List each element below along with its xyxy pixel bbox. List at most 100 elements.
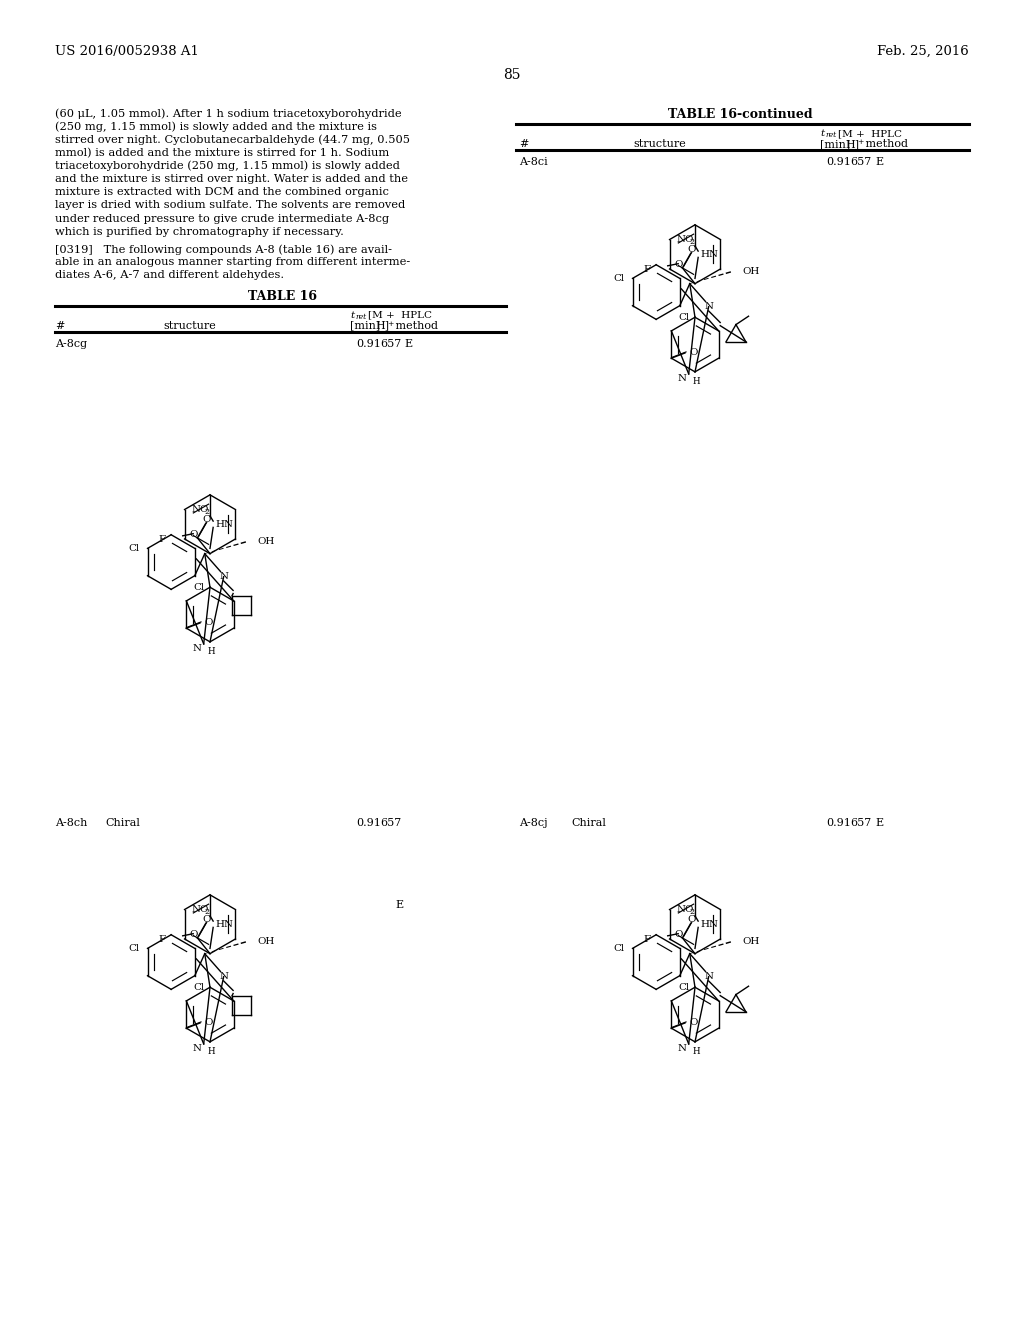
Text: diates A-6, A-7 and different aldehydes.: diates A-6, A-7 and different aldehydes.	[55, 271, 284, 280]
Text: t: t	[820, 129, 824, 139]
Text: NO: NO	[677, 906, 694, 913]
Text: OH: OH	[742, 267, 760, 276]
Text: 0.91: 0.91	[826, 818, 851, 828]
Text: HN: HN	[700, 249, 718, 259]
Text: HN: HN	[215, 520, 233, 529]
Text: E: E	[874, 157, 883, 168]
Text: under reduced pressure to give crude intermediate A-8cg: under reduced pressure to give crude int…	[55, 214, 389, 223]
Text: and the mixture is stirred over night. Water is added and the: and the mixture is stirred over night. W…	[55, 174, 408, 183]
Text: +: +	[857, 139, 863, 147]
Text: (250 mg, 1.15 mmol) is slowly added and the mixture is: (250 mg, 1.15 mmol) is slowly added and …	[55, 121, 377, 132]
Text: O: O	[203, 915, 211, 924]
Text: [min]: [min]	[820, 139, 850, 149]
Text: 657: 657	[850, 818, 871, 828]
Text: structure: structure	[164, 321, 216, 330]
Text: 0.91: 0.91	[826, 157, 851, 168]
Text: O: O	[688, 915, 696, 924]
Text: [min]: [min]	[350, 321, 380, 330]
Text: NO: NO	[191, 506, 209, 513]
Text: E: E	[395, 900, 403, 909]
Text: structure: structure	[634, 139, 686, 149]
Text: +: +	[387, 319, 393, 327]
Text: A-8cg: A-8cg	[55, 339, 87, 348]
Text: Cl: Cl	[194, 983, 205, 991]
Text: H]: H]	[845, 139, 859, 149]
Text: 657: 657	[380, 339, 401, 348]
Text: NO: NO	[191, 906, 209, 913]
Text: O: O	[689, 348, 697, 358]
Text: Feb. 25, 2016: Feb. 25, 2016	[878, 45, 969, 58]
Text: mmol) is added and the mixture is stirred for 1 h. Sodium: mmol) is added and the mixture is stirre…	[55, 148, 389, 158]
Text: #: #	[519, 139, 528, 149]
Text: F: F	[644, 936, 651, 945]
Text: N: N	[678, 1044, 687, 1052]
Text: A-8ch: A-8ch	[55, 818, 87, 828]
Text: H]: H]	[375, 321, 389, 330]
Text: 2: 2	[689, 908, 694, 916]
Text: O: O	[689, 1019, 697, 1027]
Text: Cl: Cl	[128, 944, 139, 953]
Text: mixture is extracted with DCM and the combined organic: mixture is extracted with DCM and the co…	[55, 187, 389, 197]
Text: F: F	[159, 936, 166, 945]
Text: F: F	[644, 265, 651, 275]
Text: Chiral: Chiral	[571, 818, 606, 828]
Text: method: method	[392, 321, 438, 330]
Text: O: O	[674, 260, 682, 269]
Text: method: method	[862, 139, 908, 149]
Text: 2: 2	[205, 508, 210, 516]
Text: N: N	[193, 644, 202, 652]
Text: H: H	[693, 376, 700, 385]
Text: 0.91: 0.91	[356, 339, 381, 348]
Text: OH: OH	[257, 937, 274, 945]
Text: [M +  HPLC: [M + HPLC	[838, 129, 902, 139]
Text: H: H	[208, 647, 215, 656]
Text: #: #	[55, 321, 65, 330]
Text: O: O	[189, 931, 198, 940]
Text: O: O	[203, 515, 211, 524]
Text: Cl: Cl	[194, 582, 205, 591]
Text: layer is dried with sodium sulfate. The solvents are removed: layer is dried with sodium sulfate. The …	[55, 201, 406, 210]
Text: OH: OH	[257, 536, 274, 545]
Text: Cl: Cl	[613, 275, 624, 282]
Text: TABLE 16-continued: TABLE 16-continued	[668, 108, 812, 121]
Text: 657: 657	[850, 157, 871, 168]
Text: OH: OH	[742, 937, 760, 945]
Text: H: H	[208, 1047, 215, 1056]
Text: ret: ret	[355, 313, 367, 321]
Text: able in an analogous manner starting from different interme-: able in an analogous manner starting fro…	[55, 257, 411, 267]
Text: F: F	[159, 536, 166, 544]
Text: O: O	[204, 619, 213, 627]
Text: E: E	[874, 818, 883, 828]
Text: HN: HN	[215, 920, 233, 929]
Text: t: t	[350, 310, 354, 319]
Text: (60 μL, 1.05 mmol). After 1 h sodium triacetoxyborohydride: (60 μL, 1.05 mmol). After 1 h sodium tri…	[55, 108, 401, 119]
Text: A-8ci: A-8ci	[519, 157, 548, 168]
Text: Cl: Cl	[128, 544, 139, 553]
Text: H: H	[693, 1047, 700, 1056]
Text: 85: 85	[503, 69, 521, 82]
Text: N: N	[219, 973, 228, 981]
Text: which is purified by chromatography if necessary.: which is purified by chromatography if n…	[55, 227, 344, 236]
Text: Cl: Cl	[679, 313, 690, 322]
Text: 657: 657	[380, 818, 401, 828]
Text: US 2016/0052938 A1: US 2016/0052938 A1	[55, 45, 199, 58]
Text: Cl: Cl	[613, 944, 624, 953]
Text: HN: HN	[700, 920, 718, 929]
Text: 2: 2	[205, 908, 210, 916]
Text: A-8cj: A-8cj	[519, 818, 548, 828]
Text: triacetoxyborohydride (250 mg, 1.15 mmol) is slowly added: triacetoxyborohydride (250 mg, 1.15 mmol…	[55, 161, 400, 172]
Text: [0319]   The following compounds A-8 (table 16) are avail-: [0319] The following compounds A-8 (tabl…	[55, 244, 392, 255]
Text: O: O	[189, 531, 198, 540]
Text: N: N	[219, 573, 228, 581]
Text: N: N	[705, 302, 713, 312]
Text: O: O	[204, 1019, 213, 1027]
Text: 0.91: 0.91	[356, 818, 381, 828]
Text: O: O	[688, 244, 696, 253]
Text: O: O	[674, 931, 682, 940]
Text: E: E	[404, 339, 412, 348]
Text: stirred over night. Cyclobutanecarbaldehyde (44.7 mg, 0.505: stirred over night. Cyclobutanecarbaldeh…	[55, 135, 410, 145]
Text: N: N	[678, 374, 687, 383]
Text: N: N	[193, 1044, 202, 1052]
Text: N: N	[705, 973, 713, 981]
Text: ret: ret	[825, 131, 837, 139]
